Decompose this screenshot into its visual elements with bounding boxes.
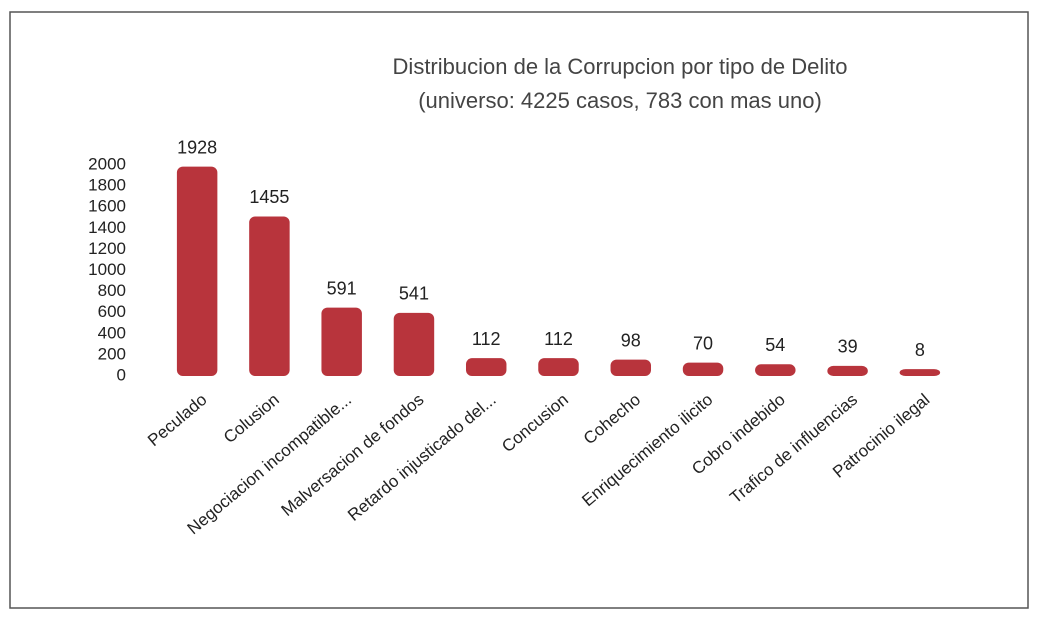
chart-title: Distribucion de la Corrupcion por tipo d… bbox=[393, 54, 848, 79]
value-label: 70 bbox=[693, 333, 713, 353]
y-tick-label: 2000 bbox=[88, 154, 126, 173]
y-tick-label: 600 bbox=[98, 302, 126, 321]
bar bbox=[682, 362, 724, 376]
value-label: 1455 bbox=[249, 187, 289, 207]
y-tick-label: 800 bbox=[98, 281, 126, 300]
y-tick-label: 1600 bbox=[88, 197, 126, 216]
y-tick-label: 1400 bbox=[88, 218, 126, 237]
value-label: 39 bbox=[838, 337, 858, 357]
chart-subtitle: (universo: 4225 casos, 783 con mas uno) bbox=[418, 88, 822, 113]
y-tick-label: 200 bbox=[98, 344, 126, 363]
y-tick-label: 1200 bbox=[88, 239, 126, 258]
value-label: 54 bbox=[765, 335, 785, 355]
value-label: 112 bbox=[472, 329, 501, 349]
bar bbox=[827, 365, 868, 376]
bar bbox=[899, 369, 941, 376]
bar bbox=[538, 358, 579, 376]
value-label: 112 bbox=[544, 329, 573, 349]
value-label: 591 bbox=[327, 278, 357, 298]
value-label: 8 bbox=[915, 340, 925, 360]
bar bbox=[393, 312, 435, 376]
bar bbox=[249, 216, 290, 376]
bar bbox=[176, 166, 218, 376]
bar bbox=[610, 359, 652, 376]
value-label: 98 bbox=[621, 330, 641, 350]
value-label: 541 bbox=[399, 284, 429, 304]
y-tick-label: 1000 bbox=[88, 260, 126, 279]
bar bbox=[321, 307, 362, 376]
y-tick-label: 0 bbox=[117, 365, 126, 384]
y-tick-label: 1800 bbox=[88, 176, 126, 195]
value-label: 1928 bbox=[177, 137, 217, 157]
bar bbox=[465, 358, 507, 376]
bar bbox=[755, 364, 796, 376]
y-tick-label: 400 bbox=[98, 323, 126, 342]
